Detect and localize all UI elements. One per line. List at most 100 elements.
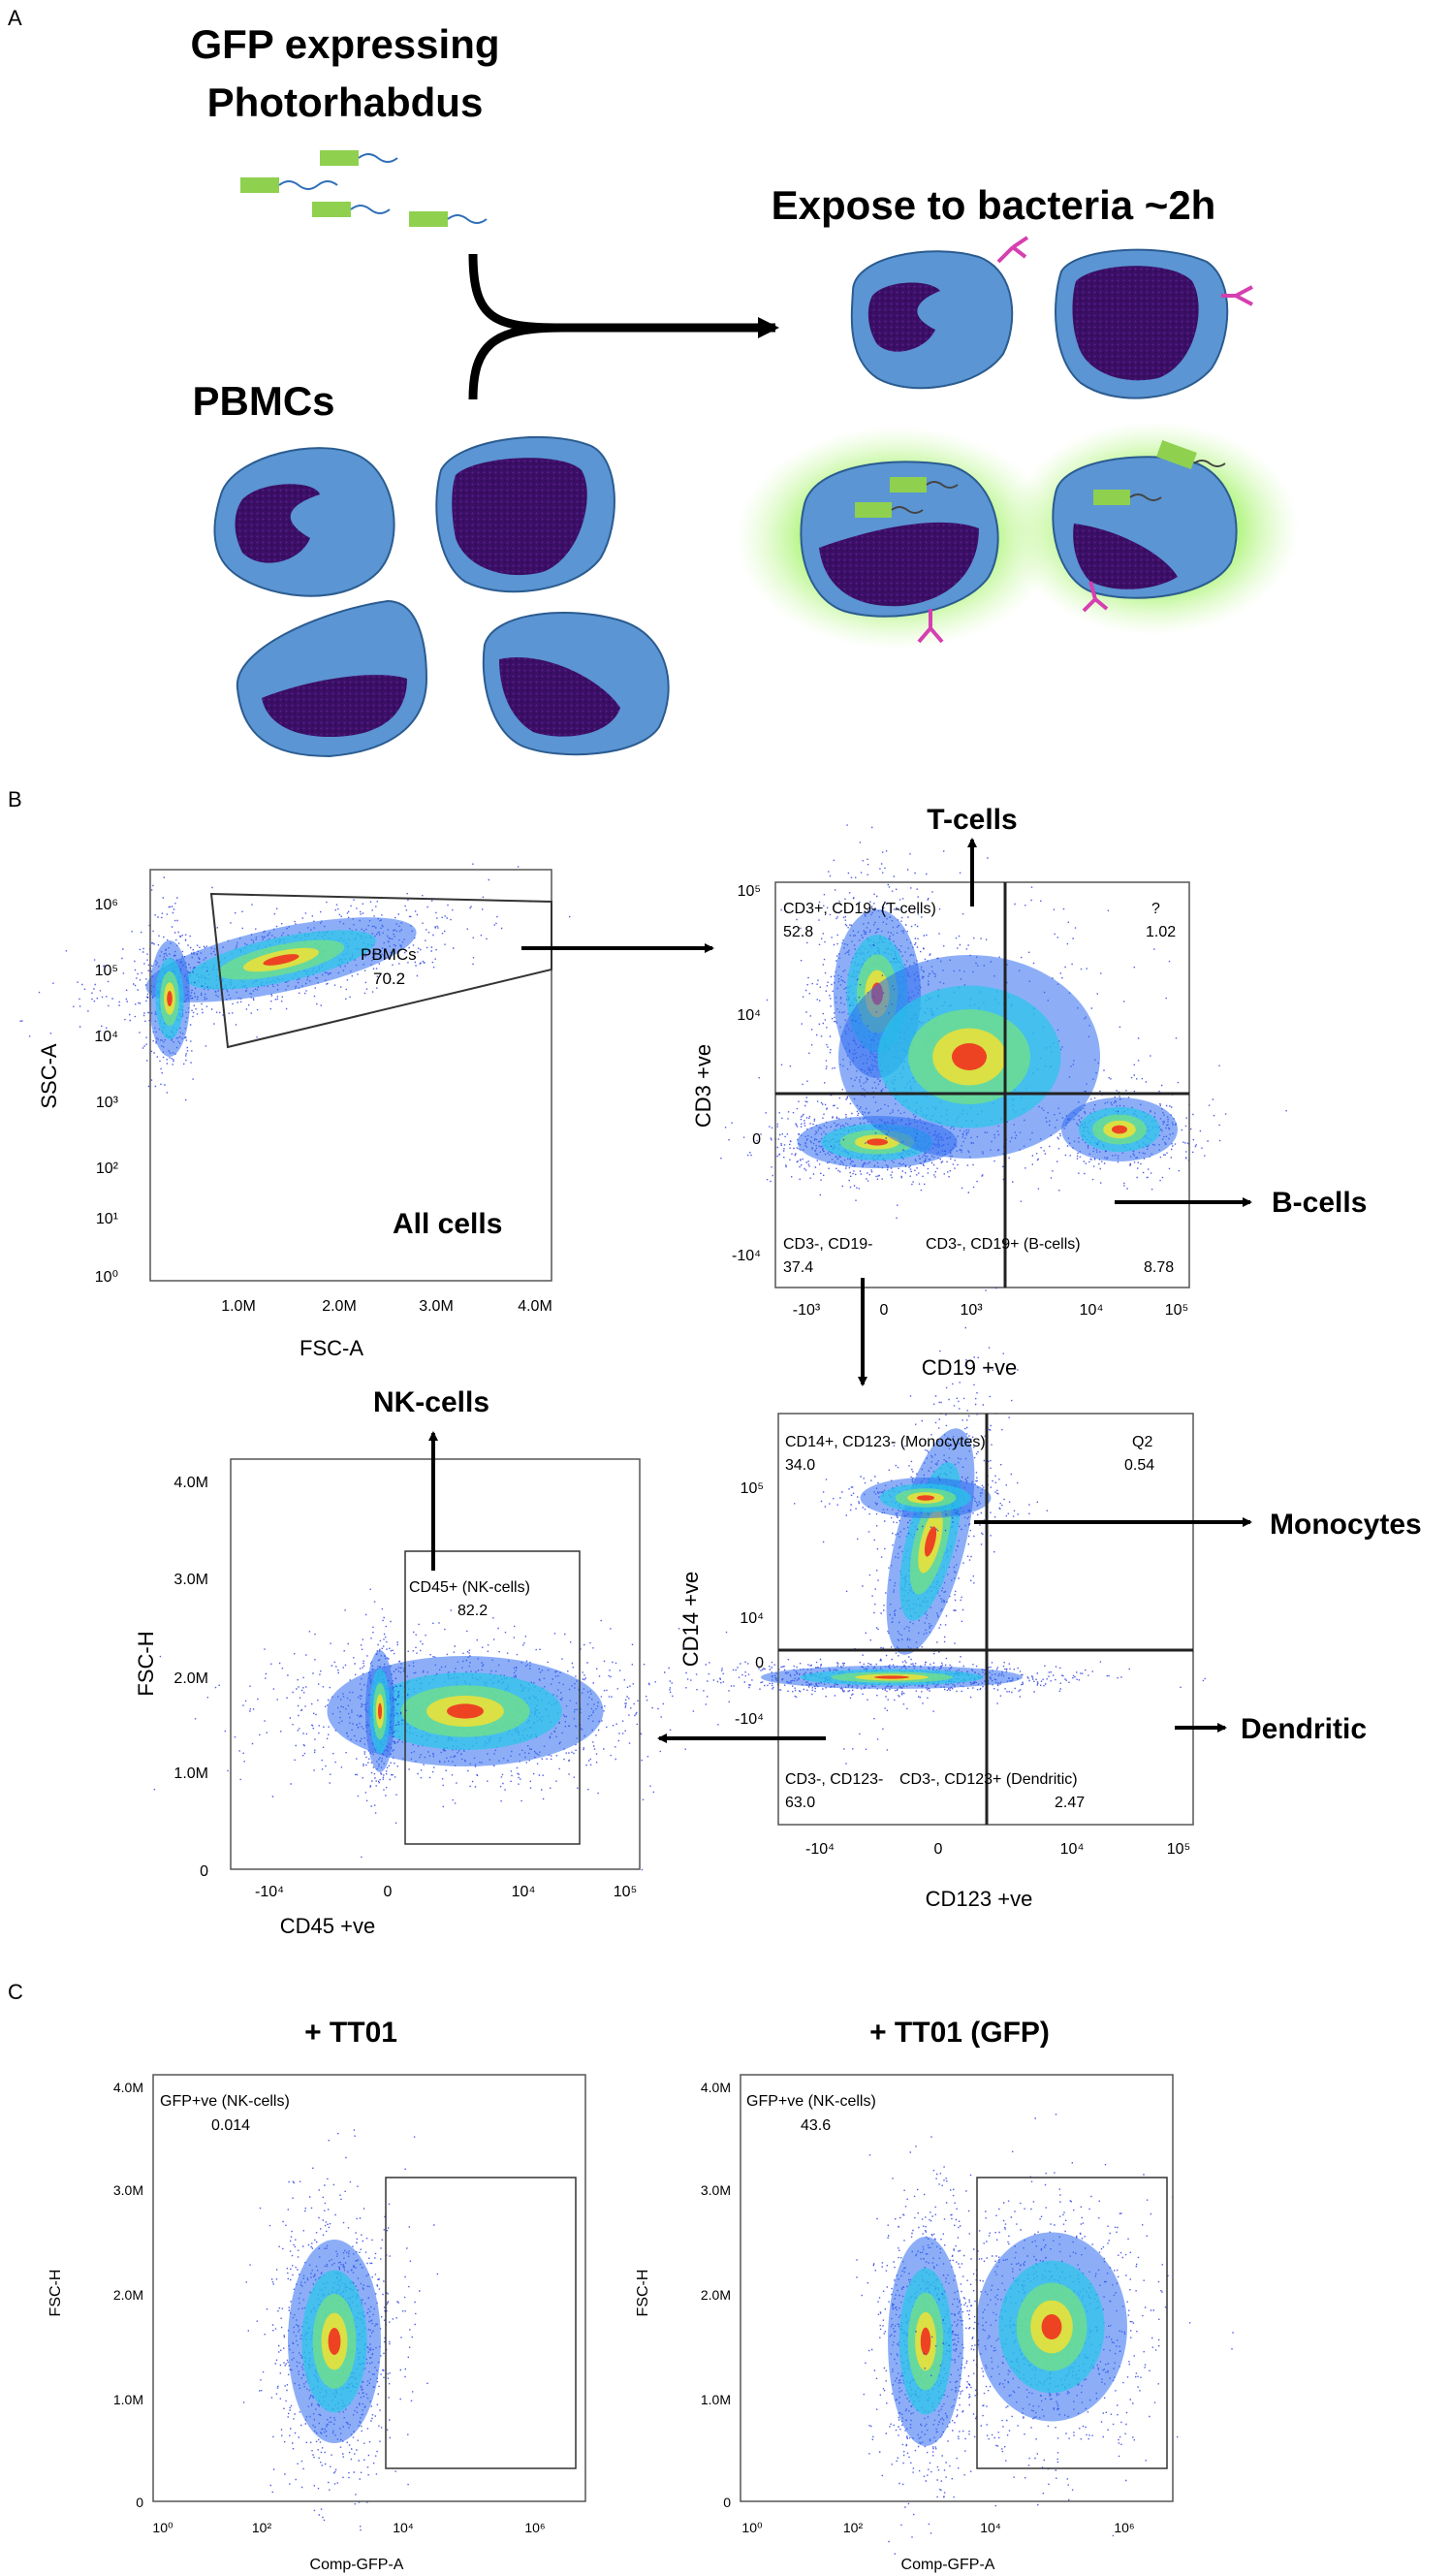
pbmc-gate [209,892,552,1049]
monocytes-label: Monocytes [1270,1509,1422,1541]
quadrant-value: 2.47 [1055,1795,1085,1811]
x-axis-label: CD19 +ve [922,1355,1017,1380]
density-blob [1112,1125,1127,1134]
gate-value: 43.6 [801,2117,831,2134]
quadrant-name: CD14+, CD123- (Monocytes) [785,1434,986,1450]
merge-arrow [468,253,779,400]
y-tick-label: 10² [96,1161,119,1177]
quadrant-value: 0.54 [1124,1457,1154,1474]
y-tick-label: 10⁵ [741,1480,764,1497]
y-tick-label: -10⁴ [735,1711,764,1728]
x-tick-label: 4.0M [518,1298,552,1315]
density-blob [328,2328,341,2355]
cell-icon [1052,440,1238,613]
y-tick-label: 3.0M [173,1572,208,1588]
x-tick-label: -10⁴ [255,1884,284,1900]
density-blob [1041,2314,1062,2339]
y-axis-label: FSC-H [47,2270,64,2317]
panel-b: B PBMCs 70.2 All cells 10⁶ 10⁵ 10⁴ 10³ 1… [8,787,1422,1938]
gate-value: 82.2 [457,1603,488,1619]
plot-cd19-cd3: CD3+, CD19- (T-cells) 52.8 ? 1.02 CD3-, … [691,804,1367,1380]
bacterium-icon [312,202,391,217]
quadrant-name: CD3+, CD19- (T-cells) [783,901,936,917]
x-ticks: -10³ 0 10³ 10⁴ 10⁵ [793,1302,1188,1319]
x-ticks: -10⁴ 0 10⁴ 10⁵ [805,1841,1190,1858]
x-tick-label: 10⁴ [980,2520,1001,2535]
density-blob [917,1495,934,1501]
y-tick-label: 3.0M [701,2182,731,2198]
bacteria-group [240,150,488,227]
density-plot-tt01-gfp [856,2114,1234,2555]
x-tick-label: 1.0M [221,1298,256,1315]
cell-icon [236,599,428,758]
quadrant-value: 34.0 [785,1457,815,1474]
plot-cd123-cd14: CD14+, CD123- (Monocytes) 34.0 Q2 0.54 C… [618,1287,1422,1911]
y-tick-label: 10⁵ [738,883,761,900]
nk-cells-label: NK-cells [373,1386,489,1418]
plot-tt01: + TT01 GFP+ve (NK-cells) 0.014 0 1.0M 2.… [47,2017,586,2573]
gate-name: GFP+ve (NK-cells) [160,2093,290,2110]
x-ticks: 1.0M 2.0M 3.0M 4.0M [221,1298,552,1315]
exposed-cells [737,236,1299,650]
panel-c: C + TT01 GFP+ve (NK-cells) 0.014 0 1.0M … [8,1980,1234,2573]
x-tick-label: 0 [934,1841,943,1858]
y-tick-label: 10³ [96,1095,119,1111]
cell-icon [800,461,999,644]
x-tick-label: 10³ [960,1302,983,1319]
x-tick-label: 10⁶ [524,2520,545,2535]
y-tick-label: 3.0M [113,2182,143,2198]
x-ticks: 10⁰ 10² 10⁴ 10⁶ [741,2520,1134,2535]
y-tick-label: 10⁶ [95,897,118,913]
y-ticks: 10⁵ 10⁴ 0 -10⁴ [732,883,761,1264]
plot-cd45-fsch: CD45+ (NK-cells) 82.2 NK-cells 0 1.0M 2.… [134,1386,746,1938]
b-cells-label: B-cells [1272,1187,1367,1219]
y-tick-label: 10⁰ [95,1269,118,1286]
dendritic-label: Dendritic [1241,1713,1367,1745]
panel-a-letter: A [8,6,22,30]
y-ticks: 10⁵ 10⁴ 0 -10⁴ [735,1480,764,1728]
x-tick-label: 10⁵ [1165,1302,1188,1319]
y-ticks: 10⁶ 10⁵ 10⁴ 10³ 10² 10¹ 10⁰ [94,897,118,1286]
cell-icon [1055,248,1253,399]
density-plot-all-cells [19,863,571,1101]
gfp-gate [976,2177,1168,2469]
y-tick-label: 0 [752,1131,761,1148]
y-tick-label: 4.0M [113,2080,143,2095]
gate-name: CD45+ (NK-cells) [409,1579,530,1596]
event-dots [353,1588,409,1859]
density-blob [874,1675,909,1679]
y-tick-label: 1.0M [173,1765,208,1782]
x-tick-label: 10⁴ [1060,1841,1085,1858]
y-axis-label: CD3 +ve [691,1044,715,1128]
density-blob [924,1526,937,1557]
x-tick-label: 0 [880,1302,889,1319]
y-tick-label: 10⁴ [94,1029,118,1045]
quadrant-name: CD3-, CD19- [783,1236,872,1253]
x-tick-label: 10⁵ [614,1884,637,1900]
y-tick-label: 2.0M [701,2287,731,2303]
y-axis-label: FSC-H [635,2270,651,2317]
plot-title: + TT01 [304,2017,397,2049]
gfp-gate [385,2177,577,2469]
density-blob [378,1702,382,1720]
y-tick-label: 0 [200,1863,208,1880]
panel-a: A GFP expressing Photorhabdus [8,6,1299,758]
gate-value: 0.014 [211,2117,250,2134]
y-tick-label: 10¹ [96,1211,118,1227]
y-tick-label: 4.0M [701,2080,731,2095]
x-tick-label: 10⁴ [393,2520,414,2535]
y-ticks: 0 1.0M 2.0M 3.0M 4.0M [173,1475,208,1880]
y-tick-label: 2.0M [113,2287,143,2303]
density-plot-cd45 [153,1588,746,1871]
quadrant-value: 63.0 [785,1795,815,1811]
density-blob [447,1703,484,1719]
x-tick-label: 10² [843,2520,864,2535]
x-tick-label: 10⁵ [1167,1841,1190,1858]
y-tick-label: -10⁴ [732,1248,761,1264]
density-plot-tt01 [242,2129,439,2567]
density-blob [952,1043,987,1070]
gate-name: PBMCs [361,945,417,964]
x-tick-label: 10⁴ [1080,1302,1104,1319]
plot-frame [740,2074,1174,2502]
